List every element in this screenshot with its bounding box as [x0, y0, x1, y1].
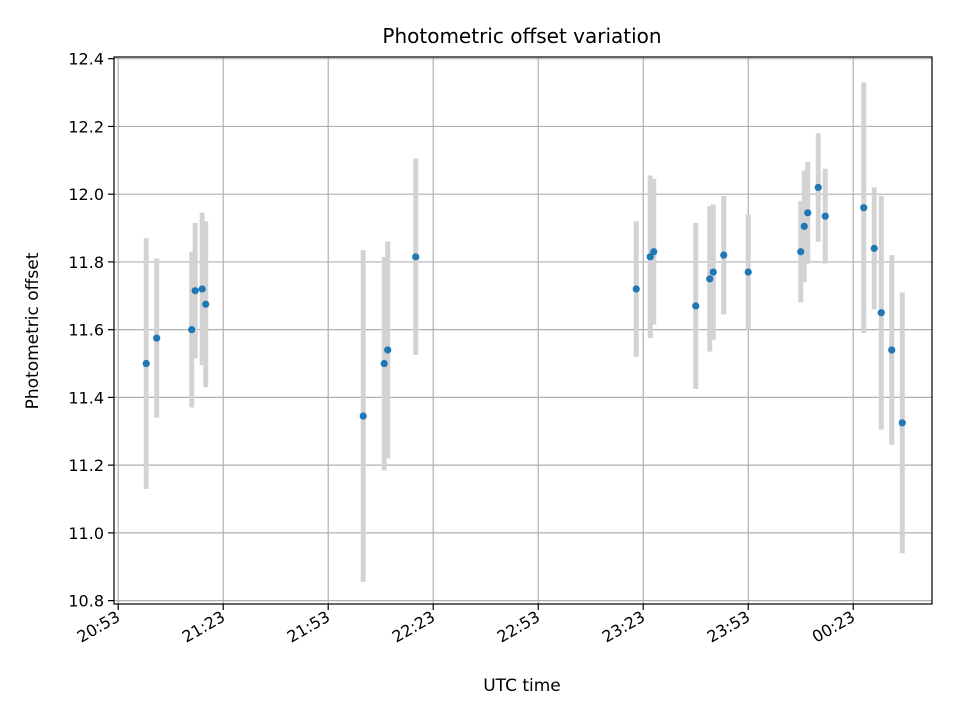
y-tick-label: 12.0: [68, 185, 104, 204]
data-point: [202, 300, 210, 308]
y-tick-label: 12.4: [68, 50, 104, 69]
data-point: [870, 244, 878, 252]
data-point: [821, 212, 829, 220]
data-point: [888, 346, 896, 354]
y-tick-label: 11.0: [68, 524, 104, 543]
data-point: [804, 209, 812, 217]
data-point: [797, 248, 805, 256]
data-points: [142, 183, 906, 427]
plot-frame: [113, 56, 933, 605]
data-point: [412, 253, 420, 261]
data-point: [650, 248, 658, 256]
y-tick-label: 12.2: [68, 117, 104, 136]
y-axis: 10.8 11.0 11.2 11.4 11.6 11.8 12.0 12.2 12.4: [68, 50, 114, 611]
data-point: [142, 359, 150, 368]
data-point: [860, 204, 868, 212]
grid: [114, 57, 932, 604]
data-point: [877, 309, 885, 317]
chart-title: Photometric offset variation: [382, 24, 661, 48]
data-point: [384, 346, 392, 354]
data-point: [198, 285, 206, 293]
data-point: [800, 222, 808, 230]
y-tick-label: 10.8: [68, 592, 104, 611]
y-tick-label: 11.4: [68, 388, 104, 407]
data-point: [744, 268, 752, 276]
data-point: [709, 268, 717, 276]
data-point: [188, 326, 196, 334]
data-point: [153, 334, 161, 342]
data-point: [692, 302, 700, 310]
data-point: [720, 251, 728, 259]
data-point: [359, 412, 367, 420]
data-point: [380, 359, 388, 368]
data-point: [632, 285, 640, 293]
data-point: [191, 287, 199, 295]
data-point: [706, 275, 714, 283]
x-axis-title: UTC time: [483, 676, 561, 696]
data-point: [814, 183, 822, 191]
y-tick-label: 11.6: [68, 321, 104, 340]
data-point: [646, 253, 654, 261]
y-tick-label: 11.8: [68, 253, 104, 272]
y-axis-title: Photometric offset: [23, 252, 43, 409]
y-tick-label: 11.2: [68, 456, 104, 475]
data-point: [898, 419, 906, 427]
